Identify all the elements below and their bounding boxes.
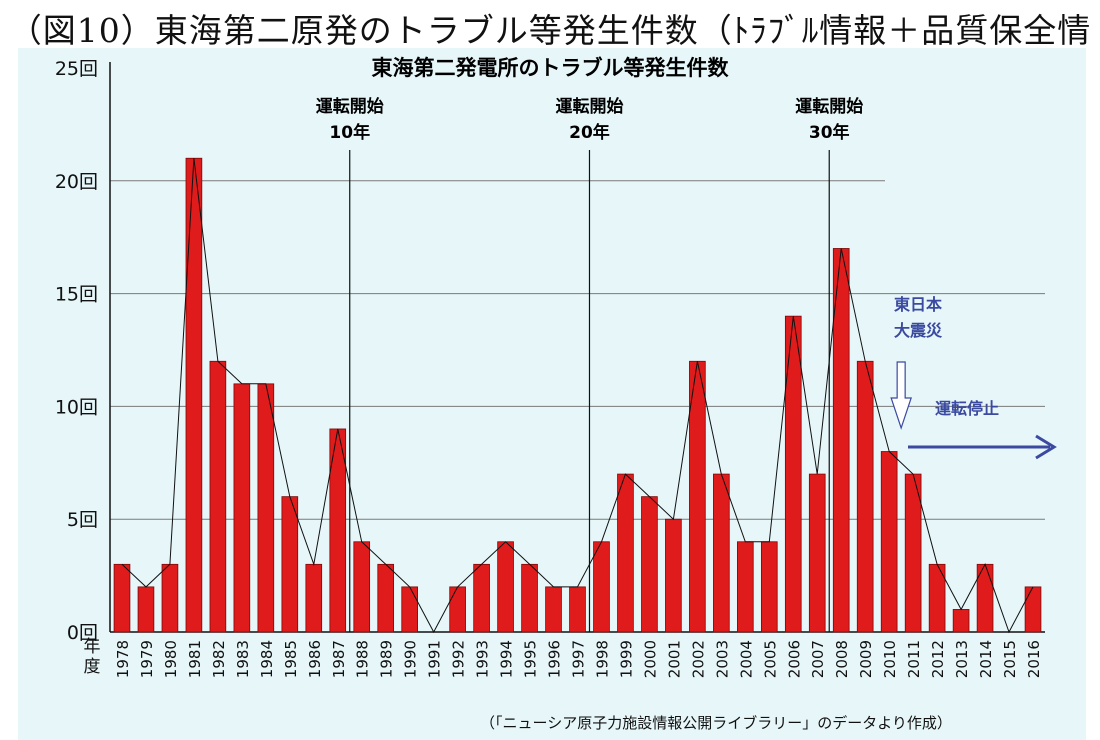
x-tick-label: 1984 [258, 640, 276, 678]
x-tick-label: 1993 [474, 640, 492, 678]
x-tick-label: 2012 [929, 640, 947, 678]
right-arrow-icon [1035, 434, 1057, 460]
bar [856, 360, 874, 633]
bar [880, 451, 898, 633]
x-tick-label: 1985 [282, 640, 300, 678]
y-tick-label: 0回 [67, 622, 98, 644]
bar [353, 541, 371, 633]
bar [449, 586, 466, 633]
x-tick-label: 2007 [809, 640, 827, 678]
milestone-label: 運転開始 [555, 96, 623, 117]
bar [113, 563, 131, 633]
x-tick-label: 2005 [761, 640, 779, 678]
x-tick-label: 2004 [737, 640, 755, 678]
y-tick-label: 5回 [67, 509, 98, 531]
bar [569, 586, 586, 633]
x-tick-label: 1999 [617, 640, 635, 678]
x-tick-label: 1989 [378, 640, 396, 678]
x-axis-label: 度 [84, 657, 101, 677]
x-tick-label: 1981 [186, 640, 204, 678]
x-tick-label: 2013 [953, 640, 971, 678]
x-tick-label: 2014 [977, 640, 995, 678]
x-tick-label: 1982 [210, 640, 228, 678]
bar [641, 496, 658, 633]
bar [401, 586, 418, 633]
x-tick-label: 2010 [881, 640, 899, 678]
y-tick-label: 25回 [55, 58, 98, 80]
x-tick-label: 1997 [570, 640, 588, 678]
x-axis-label: 年 [84, 637, 101, 657]
milestone-years: 20年 [569, 122, 610, 143]
x-tick-label: 2000 [641, 640, 659, 678]
bar [233, 383, 251, 633]
bar [617, 473, 634, 633]
x-tick-label: 2008 [833, 640, 851, 678]
x-tick-label: 1991 [426, 640, 444, 678]
event-label: 大震災 [894, 321, 943, 340]
milestone-years: 30年 [809, 122, 850, 143]
y-tick-label: 20回 [55, 171, 98, 193]
bar [377, 563, 395, 633]
bar [209, 360, 227, 633]
x-tick-label: 1980 [162, 640, 180, 678]
x-tick-label: 1992 [450, 640, 468, 678]
bar [593, 541, 610, 633]
bar [137, 586, 155, 633]
down-arrow-icon [890, 361, 912, 430]
x-tick-label: 2003 [713, 640, 731, 678]
x-tick-label: 2011 [905, 640, 923, 678]
x-tick-label: 2001 [665, 640, 683, 678]
x-tick-label: 2016 [1025, 640, 1043, 678]
bar [185, 157, 203, 633]
stop-label: 運転停止 [935, 399, 999, 418]
y-tick-label: 15回 [55, 284, 98, 306]
milestone-label: 運転開始 [316, 96, 384, 117]
bar [257, 383, 275, 633]
bar [832, 248, 850, 633]
bar [784, 315, 802, 633]
bar [161, 563, 179, 633]
bar [904, 473, 922, 633]
source-note: （「ニューシア原子力施設情報公開ライブラリー」のデータより作成） [480, 714, 952, 732]
bar [281, 496, 299, 633]
x-tick-label: 2009 [857, 640, 875, 678]
bar [1024, 586, 1042, 633]
bar [545, 586, 562, 633]
milestone-years: 10年 [329, 122, 370, 143]
x-tick-label: 1979 [138, 640, 156, 678]
x-tick-label: 2002 [689, 640, 707, 678]
bar [808, 473, 826, 633]
x-tick-label: 2006 [785, 640, 803, 678]
x-tick-label: 1983 [234, 640, 252, 678]
series-line [121, 158, 1034, 634]
bar [952, 609, 970, 633]
bar [665, 518, 682, 633]
bar [689, 360, 706, 633]
bar [497, 541, 514, 633]
x-tick-label: 1996 [546, 640, 564, 678]
milestone-label: 運転開始 [795, 96, 863, 117]
x-tick-label: 1986 [306, 640, 324, 678]
x-tick-label: 2015 [1001, 640, 1019, 678]
bar [521, 563, 538, 633]
x-tick-label: 1995 [522, 640, 540, 678]
event-label: 東日本 [894, 295, 942, 314]
bar [737, 541, 754, 633]
bar [473, 563, 490, 633]
x-tick-label: 1988 [354, 640, 372, 678]
x-tick-label: 1994 [498, 640, 516, 678]
bar [305, 563, 323, 633]
x-tick-label: 1990 [402, 640, 420, 678]
bar [713, 473, 730, 633]
x-tick-label: 1987 [330, 640, 348, 678]
bar [760, 541, 778, 633]
x-tick-label: 1978 [114, 640, 132, 678]
x-tick-label: 1998 [593, 640, 611, 678]
chart-title: 東海第二発電所のトラブル等発生件数 [371, 56, 729, 80]
y-tick-label: 10回 [55, 396, 98, 418]
